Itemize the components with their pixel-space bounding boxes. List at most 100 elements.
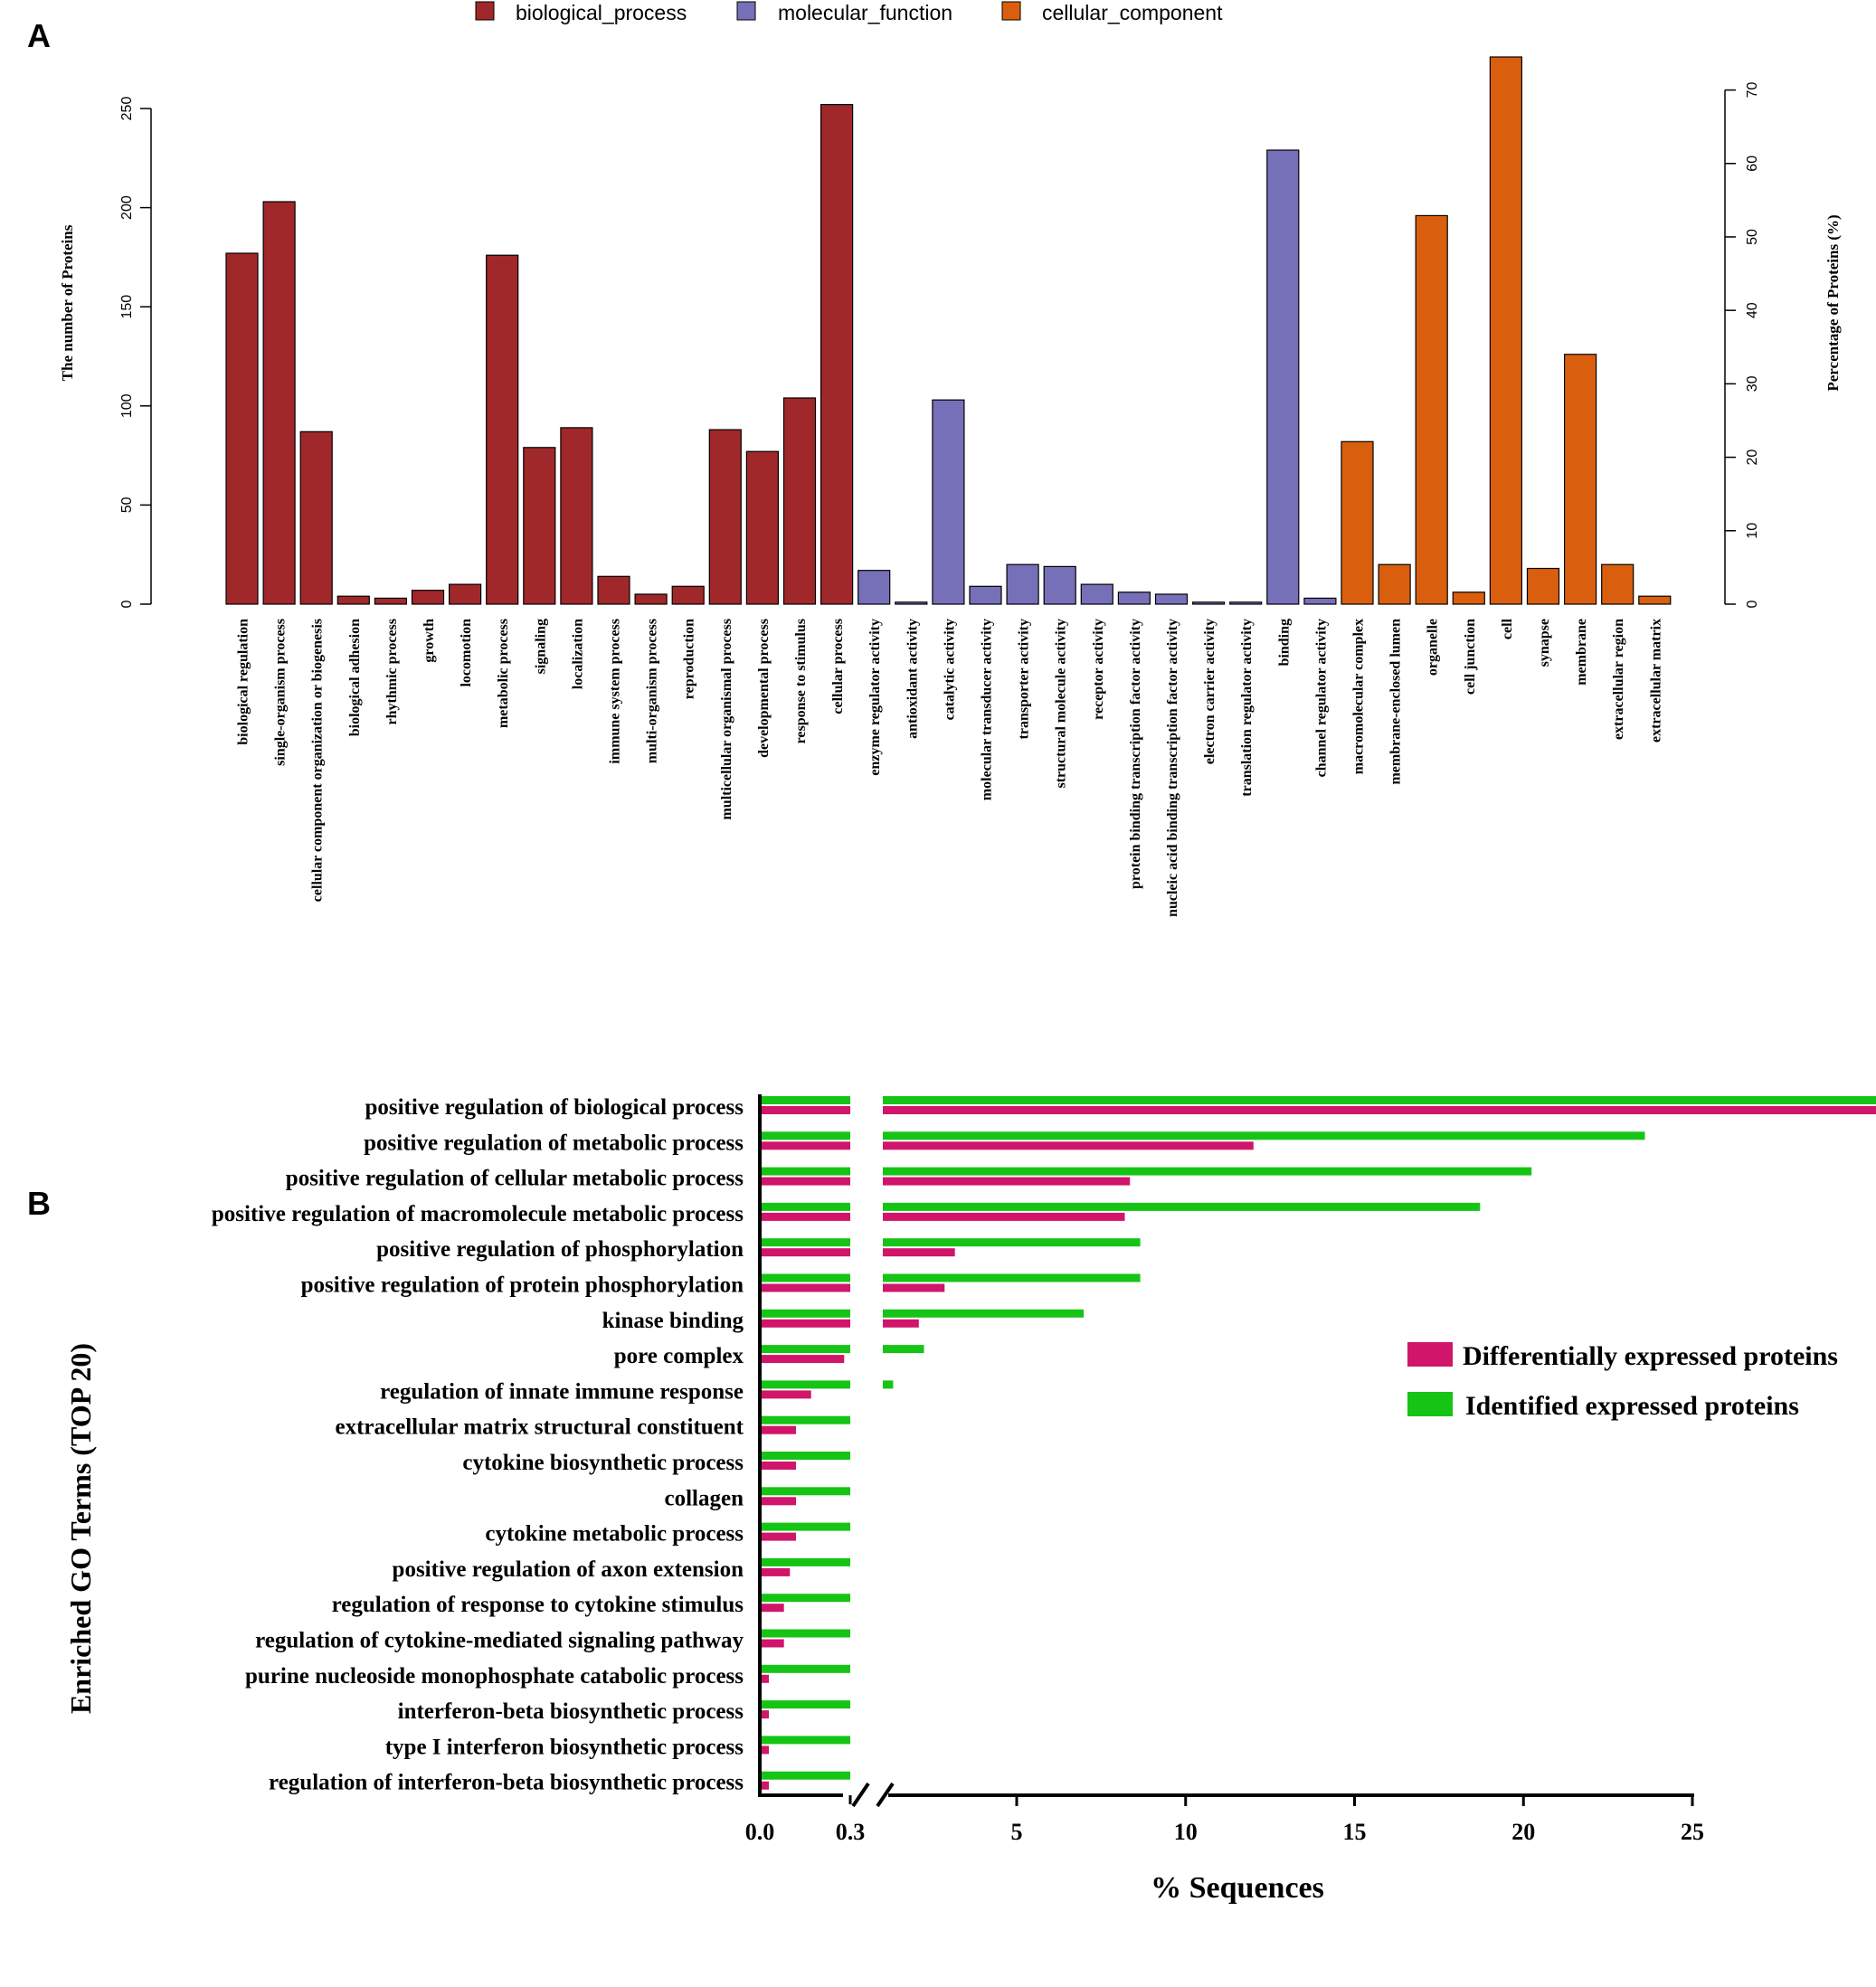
- bar-membrane: [1563, 354, 1597, 605]
- bar-structural-molecule-activity: [1043, 565, 1076, 605]
- left-tick-label-150: 150: [119, 295, 135, 319]
- category-label-catalytic-activity: catalytic activity: [942, 619, 957, 720]
- category-label-reproduction: reproduction: [682, 619, 697, 699]
- legend-label-cellular-component: cellular_component: [1042, 1, 1223, 24]
- bar-identified-left-positive-regulation-of-macromolecule-metabolic-process: [760, 1202, 850, 1211]
- category-label-extracellular-matrix: extracellular matrix: [1648, 619, 1663, 743]
- bar-identified-left-collagen: [760, 1487, 850, 1496]
- bar-identified-left-positive-regulation-of-axon-extension: [760, 1557, 850, 1566]
- bar-identified-left-regulation-of-cytokine-mediated-signaling-pathway: [760, 1629, 850, 1638]
- bar-single-organism-process: [262, 201, 296, 605]
- panel-a-left-axis: 0 50 100 150 200 250: [119, 97, 152, 608]
- legend-label-molecular-function: molecular_function: [778, 1, 952, 24]
- legend-swatch-differential: [1407, 1342, 1453, 1367]
- bar-differential-left-interferon-beta-biosynthetic-process: [760, 1710, 769, 1719]
- category-label-binding: binding: [1276, 619, 1292, 666]
- category-label-biological-regulation: biological regulation: [236, 619, 251, 745]
- left-tick-label-50: 50: [119, 497, 135, 513]
- term-label-regulation-of-innate-immune-response: regulation of innate immune response: [380, 1379, 744, 1404]
- category-label-cellular-process: cellular process: [830, 619, 846, 714]
- bar-cell: [1489, 56, 1523, 605]
- term-label-purine-nucleoside-monophosphate-catabolic-process: purine nucleoside monophosphate cataboli…: [245, 1664, 744, 1689]
- panel-b-legend: Differentially expressed proteins Identi…: [1407, 1341, 1838, 1421]
- bar-identified-left-cytokine-metabolic-process: [760, 1522, 850, 1531]
- bar-rhythmic-process: [374, 597, 407, 605]
- bar-identified-left-purine-nucleoside-monophosphate-catabolic-process: [760, 1664, 850, 1673]
- bar-differential-left-extracellular-matrix-structural-constituent: [760, 1425, 796, 1434]
- bar-reproduction: [671, 585, 705, 605]
- x-tick-label-15: 15: [1343, 1819, 1367, 1845]
- x-tick-label-0-3: 0.3: [836, 1819, 866, 1845]
- bar-membrane-enclosed-lumen: [1378, 563, 1411, 605]
- category-label-cell-junction: cell junction: [1463, 619, 1478, 695]
- axis-break-mark-left: [851, 1782, 870, 1808]
- right-tick-label-20: 20: [1745, 449, 1760, 466]
- category-label-receptor-activity: receptor activity: [1091, 619, 1106, 720]
- bar-multicellular-organismal-process: [708, 429, 742, 605]
- left-tick-label-0: 0: [119, 600, 135, 608]
- bar-extracellular-region: [1601, 563, 1634, 605]
- bar-identified-left-positive-regulation-of-cellular-metabolic-process: [760, 1167, 850, 1176]
- x-tick-label-20: 20: [1511, 1819, 1535, 1845]
- category-label-growth: growth: [422, 619, 437, 663]
- panel-a-category-labels: biological regulation single-organism pro…: [236, 618, 1664, 916]
- bar-identified-left-kinase-binding: [760, 1309, 850, 1318]
- bar-molecular-transducer-activity: [969, 585, 1002, 605]
- bar-cellular-process: [820, 103, 854, 605]
- category-label-biological-adhesion: biological adhesion: [347, 619, 363, 736]
- bar-differential-left-positive-regulation-of-phosphorylation: [760, 1248, 850, 1257]
- panel-b-x-axis-title: % Sequences: [1151, 1871, 1324, 1905]
- bar-differential-left-regulation-of-innate-immune-response: [760, 1390, 811, 1399]
- category-label-structural-molecule-activity: structural molecule activity: [1054, 619, 1069, 789]
- axis-break-mark-right: [876, 1782, 895, 1808]
- bar-identified-left-extracellular-matrix-structural-constituent: [760, 1415, 850, 1424]
- bar-biological-regulation: [225, 252, 259, 605]
- term-label-positive-regulation-of-metabolic-process: positive regulation of metabolic process: [364, 1131, 744, 1155]
- bar-differential-left-positive-regulation-of-axon-extension: [760, 1567, 791, 1576]
- legend-swatch-molecular-function: [736, 1, 756, 21]
- bar-differential-left-regulation-of-response-to-cytokine-stimulus: [760, 1604, 784, 1613]
- category-label-membrane: membrane: [1574, 619, 1589, 686]
- legend-label-identified: Identified expressed proteins: [1465, 1391, 1799, 1421]
- bar-biological-adhesion: [336, 595, 370, 605]
- bar-differential-left-positive-regulation-of-cellular-metabolic-process: [760, 1177, 850, 1186]
- left-tick-label-200: 200: [119, 195, 135, 220]
- bar-differential-right-positive-regulation-of-biological-process: [883, 1106, 1876, 1114]
- term-label-kinase-binding: kinase binding: [602, 1309, 744, 1333]
- bar-binding: [1266, 149, 1300, 605]
- bar-receptor-activity: [1080, 583, 1113, 605]
- category-label-nucleic-acid-binding-transcription-factor-activity: nucleic acid binding transcription facto…: [1165, 619, 1180, 917]
- bar-identified-left-pore-complex: [760, 1345, 850, 1354]
- bar-differential-left-positive-regulation-of-macromolecule-metabolic-process: [760, 1212, 850, 1221]
- category-label-enzyme-regulator-activity: enzyme regulator activity: [867, 619, 883, 776]
- right-tick-label-0: 0: [1745, 600, 1760, 608]
- bar-differential-left-positive-regulation-of-protein-phosphorylation: [760, 1283, 850, 1292]
- x-tick-label-0-0: 0.0: [745, 1819, 775, 1845]
- bar-identified-left-regulation-of-response-to-cytokine-stimulus: [760, 1594, 850, 1603]
- category-label-rhythmic-process: rhythmic process: [384, 619, 400, 724]
- bar-identified-left-regulation-of-innate-immune-response: [760, 1380, 850, 1389]
- panel-b-y-axis-title: Enriched GO Terms (TOP 20): [64, 1343, 97, 1714]
- term-label-positive-regulation-of-biological-process: positive regulation of biological proces…: [365, 1095, 744, 1120]
- bar-identified-right-positive-regulation-of-biological-process: [883, 1096, 1876, 1104]
- bar-identified-left-positive-regulation-of-metabolic-process: [760, 1131, 850, 1140]
- bar-differential-right-positive-regulation-of-protein-phosphorylation: [883, 1283, 945, 1292]
- category-label-developmental-process: developmental process: [756, 619, 772, 758]
- category-label-protein-binding-transcription-factor-activity: protein binding transcription factor act…: [1128, 619, 1143, 889]
- category-label-channel-regulator-activity: channel regulator activity: [1313, 619, 1329, 777]
- category-label-single-organism-process: single-organism process: [273, 619, 289, 766]
- category-label-membrane-enclosed-lumen: membrane-enclosed lumen: [1388, 619, 1404, 785]
- right-tick-label-30: 30: [1745, 375, 1760, 392]
- bar-identified-right-pore-complex: [883, 1345, 924, 1354]
- bar-differential-left-positive-regulation-of-metabolic-process: [760, 1141, 850, 1150]
- bar-channel-regulator-activity: [1303, 597, 1337, 605]
- term-label-pore-complex: pore complex: [614, 1344, 744, 1368]
- right-tick-label-50: 50: [1745, 229, 1760, 245]
- category-label-response-to-stimulus: response to stimulus: [793, 619, 809, 743]
- bar-differential-right-positive-regulation-of-phosphorylation: [883, 1248, 955, 1257]
- legend-swatch-cellular-component: [1001, 1, 1021, 21]
- panel-a-y-axis-title: The number of Proteins: [59, 224, 76, 381]
- bar-identified-right-regulation-of-innate-immune-response: [883, 1380, 894, 1389]
- category-label-immune-system-process: immune system process: [608, 619, 623, 764]
